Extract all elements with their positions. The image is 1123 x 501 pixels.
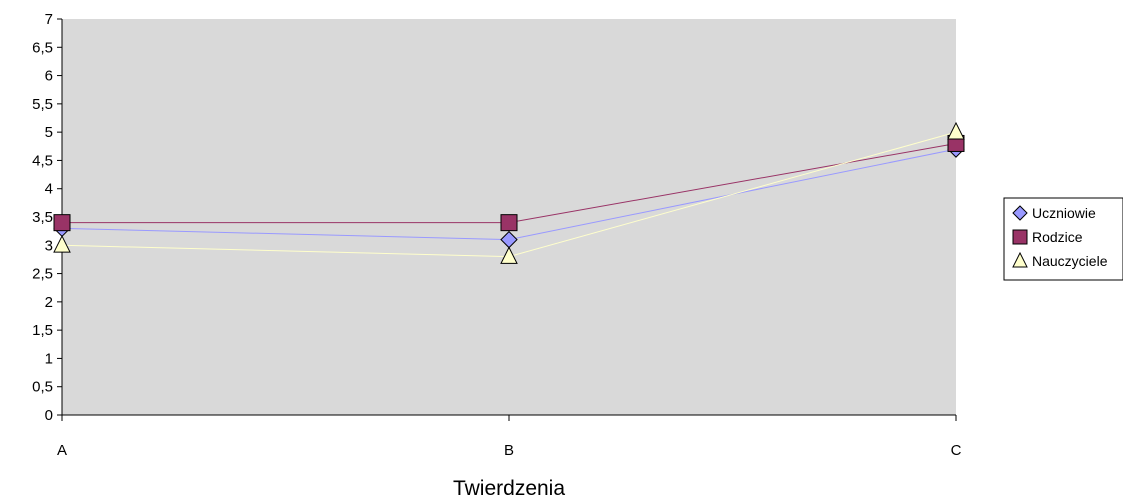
data-point-rodzice bbox=[500, 214, 518, 232]
legend-label: Uczniowie bbox=[1032, 205, 1096, 221]
data-point-nauczyciele bbox=[947, 121, 965, 140]
y-tick-label: 1,5 bbox=[32, 322, 53, 339]
y-tick-label: 5,5 bbox=[32, 96, 53, 113]
data-point-nauczyciele bbox=[53, 234, 71, 253]
y-tick-label: 7 bbox=[45, 11, 53, 28]
y-tick-label: 1 bbox=[45, 350, 53, 367]
x-tick-label: C bbox=[951, 442, 962, 459]
y-tick-label: 2 bbox=[45, 294, 53, 311]
legend-marker-nauczyciele bbox=[1012, 251, 1028, 268]
legend-marker-uczniowie bbox=[1012, 205, 1028, 221]
data-point-nauczyciele bbox=[500, 246, 518, 264]
x-tick-label: B bbox=[504, 442, 514, 459]
y-tick-label: 4,5 bbox=[32, 152, 53, 169]
x-tick-label: A bbox=[57, 442, 67, 459]
y-tick-label: 6,5 bbox=[32, 39, 53, 56]
legend-label: Nauczyciele bbox=[1032, 253, 1108, 269]
y-tick-label: 4 bbox=[45, 181, 53, 198]
legend: Uczniowie Rodzice Nauczyciele bbox=[1003, 197, 1123, 281]
y-axis: 0 0,5 1 1,5 2 2,5 3 3,5 4 4,5 5 5,5 6 6,5 7 bbox=[32, 11, 63, 424]
y-tick-label: 3,5 bbox=[32, 209, 53, 226]
data-point-rodzice bbox=[53, 214, 71, 232]
x-axis: A B C bbox=[57, 414, 962, 459]
y-tick-label: 0 bbox=[45, 407, 53, 424]
y-tick-label: 2,5 bbox=[32, 266, 53, 283]
series-markers bbox=[53, 121, 965, 264]
y-tick-label: 3 bbox=[45, 237, 53, 254]
legend-label: Rodzice bbox=[1032, 229, 1083, 245]
y-tick-label: 0,5 bbox=[32, 379, 53, 396]
y-tick-label: 6 bbox=[45, 68, 53, 85]
legend-marker-rodzice bbox=[1012, 229, 1028, 245]
y-tick-label: 5 bbox=[45, 124, 53, 141]
x-axis-title: Twierdzenia bbox=[453, 477, 565, 500]
